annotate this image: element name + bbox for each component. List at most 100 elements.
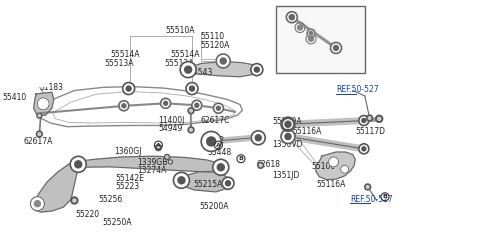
Text: 31183: 31183	[40, 83, 64, 92]
Circle shape	[168, 160, 172, 164]
Circle shape	[123, 83, 134, 94]
Text: 55448: 55448	[207, 148, 232, 156]
Circle shape	[178, 177, 185, 184]
Text: 55110: 55110	[201, 32, 225, 41]
Circle shape	[216, 54, 230, 68]
Circle shape	[289, 15, 294, 20]
Circle shape	[286, 122, 290, 127]
Circle shape	[309, 31, 313, 35]
Circle shape	[341, 165, 348, 173]
Circle shape	[73, 199, 76, 202]
Circle shape	[366, 186, 369, 188]
Circle shape	[192, 100, 202, 110]
Circle shape	[190, 129, 192, 131]
Circle shape	[359, 144, 369, 154]
Text: 55513A: 55513A	[105, 60, 134, 68]
Circle shape	[376, 115, 383, 122]
Text: 55250A: 55250A	[102, 218, 132, 227]
Circle shape	[368, 117, 371, 119]
Circle shape	[119, 101, 129, 111]
Circle shape	[173, 172, 190, 188]
Circle shape	[362, 119, 366, 123]
Polygon shape	[68, 156, 223, 172]
Circle shape	[186, 83, 198, 94]
Circle shape	[289, 15, 294, 20]
Polygon shape	[33, 162, 78, 212]
Circle shape	[222, 177, 234, 189]
Text: 55116A: 55116A	[317, 180, 346, 188]
Circle shape	[30, 197, 45, 211]
Text: 55510A: 55510A	[166, 26, 195, 35]
Circle shape	[37, 98, 49, 110]
Circle shape	[157, 146, 160, 149]
Circle shape	[307, 29, 315, 37]
Text: 1360GJ: 1360GJ	[114, 147, 142, 156]
Text: 55117D: 55117D	[355, 127, 385, 136]
Text: 55220: 55220	[76, 210, 100, 218]
Text: B: B	[383, 194, 387, 199]
Circle shape	[161, 98, 170, 108]
Circle shape	[255, 135, 261, 141]
Text: 11400J: 11400J	[158, 116, 185, 124]
Circle shape	[213, 159, 229, 175]
Text: 55543: 55543	[189, 68, 213, 77]
Circle shape	[285, 121, 291, 127]
Bar	[276, 6, 365, 73]
Text: 55142E: 55142E	[115, 174, 144, 183]
Bar	[32, 76, 46, 86]
Circle shape	[258, 162, 264, 168]
Circle shape	[207, 137, 216, 146]
Circle shape	[190, 86, 194, 91]
Circle shape	[217, 164, 224, 171]
Circle shape	[226, 181, 230, 186]
Circle shape	[38, 114, 40, 117]
Text: 54949: 54949	[158, 124, 183, 133]
Circle shape	[180, 62, 196, 78]
Circle shape	[71, 197, 78, 204]
Text: 13274A: 13274A	[137, 167, 166, 175]
Circle shape	[75, 161, 82, 168]
Circle shape	[251, 131, 265, 145]
Circle shape	[37, 113, 42, 118]
Text: 55514A: 55514A	[110, 50, 140, 59]
Text: 55514A: 55514A	[170, 50, 200, 59]
Circle shape	[359, 116, 369, 125]
Text: 55100: 55100	[311, 162, 336, 171]
Text: 55513A: 55513A	[165, 60, 194, 68]
Circle shape	[185, 66, 192, 73]
Circle shape	[156, 145, 161, 151]
Circle shape	[164, 101, 168, 105]
Text: 62617A: 62617A	[23, 137, 52, 146]
Circle shape	[281, 130, 295, 143]
Text: REF.50-527: REF.50-527	[350, 195, 393, 204]
Circle shape	[166, 156, 168, 158]
Text: 55272: 55272	[201, 136, 225, 145]
Circle shape	[70, 156, 86, 172]
Polygon shape	[34, 92, 54, 116]
Circle shape	[362, 147, 366, 151]
Circle shape	[329, 157, 338, 167]
Text: 55200A: 55200A	[199, 202, 228, 211]
Text: 55410: 55410	[2, 93, 27, 102]
Circle shape	[298, 25, 302, 30]
Circle shape	[254, 67, 259, 72]
Circle shape	[216, 106, 220, 110]
Text: 55120A: 55120A	[201, 41, 230, 50]
Text: 55256: 55256	[98, 195, 123, 204]
Circle shape	[126, 86, 131, 91]
Text: 55116A: 55116A	[293, 127, 322, 136]
Text: 1339GB: 1339GB	[137, 158, 167, 167]
Circle shape	[165, 154, 169, 159]
Circle shape	[220, 58, 226, 64]
Text: A: A	[216, 143, 221, 148]
Circle shape	[251, 64, 263, 76]
Text: REF.50-527: REF.50-527	[336, 85, 379, 94]
Circle shape	[367, 115, 372, 121]
Circle shape	[190, 109, 192, 112]
Circle shape	[281, 117, 295, 131]
Circle shape	[285, 134, 291, 139]
Text: 62617C: 62617C	[201, 116, 230, 124]
Circle shape	[334, 46, 338, 50]
Circle shape	[122, 104, 126, 108]
Circle shape	[282, 118, 294, 130]
